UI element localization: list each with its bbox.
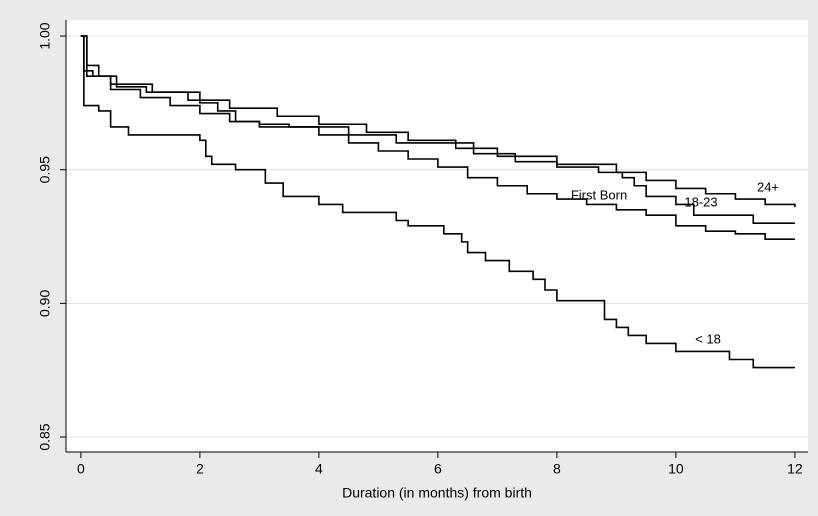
x-tick-label: 10 (668, 461, 684, 477)
x-tick-label: 12 (787, 461, 803, 477)
series-label: 24+ (757, 179, 779, 194)
series-label: First Born (571, 187, 627, 202)
y-tick-label: 0.95 (37, 156, 53, 183)
x-tick-label: 2 (196, 461, 204, 477)
x-tick-label: 4 (315, 461, 323, 477)
x-tick-label: 8 (553, 461, 561, 477)
survival-curve (80, 35, 795, 224)
x-tick-label: 0 (77, 461, 85, 477)
series-label: 18-23 (684, 194, 717, 209)
y-tick-label: 1.00 (37, 22, 53, 49)
survival-curve (80, 35, 795, 369)
series-label: < 18 (695, 331, 721, 346)
y-tick-label: 0.85 (37, 423, 53, 450)
survival-curve (80, 35, 795, 241)
x-axis-label: Duration (in months) from birth (342, 485, 532, 501)
y-tick-label: 0.90 (37, 290, 53, 317)
x-tick-label: 6 (434, 461, 442, 477)
plot-area (66, 20, 808, 452)
